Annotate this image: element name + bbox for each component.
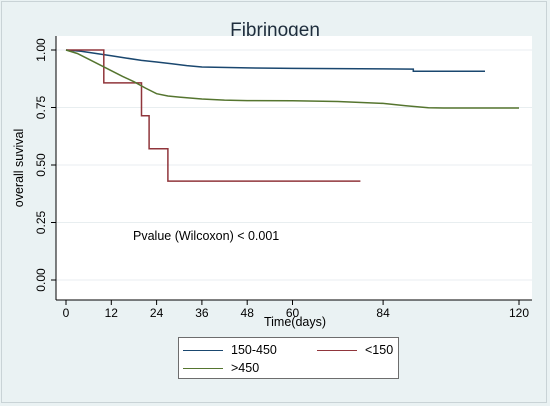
legend-swatch [317,349,357,351]
x-tick-label: 120 [509,306,529,320]
x-axis-label: Time(days) [264,315,326,329]
x-tick-label: 84 [376,306,390,320]
y-tick-label: 0.75 [34,95,48,119]
plot-area [56,36,532,300]
y-axis-label: overall suvival [12,129,26,208]
legend-swatch [183,367,223,369]
x-tick-label: 0 [63,306,70,320]
chart-title: Fibrinogen [230,20,320,41]
series-line-0 [65,49,485,72]
y-tick-label: 0.00 [34,268,48,292]
legend-swatch [183,349,223,351]
legend-item-lt150: <150 [317,342,393,358]
y-tick-label: 0.50 [34,153,48,177]
legend-label: 150-450 [231,343,277,357]
legend-item-gt450: >450 [183,360,259,376]
legend-label: >450 [231,361,260,375]
x-tick-label: 48 [241,306,255,320]
series-line-2 [65,49,519,109]
y-tick-label: 0.25 [34,210,48,234]
pvalue-annotation: Pvalue (Wilcoxon) < 0.001 [133,229,279,243]
x-tick-label: 60 [286,306,300,320]
legend: 150-450 <150 >450 [178,337,399,379]
x-tick-label: 36 [195,306,209,320]
legend-label: <150 [365,343,394,357]
legend-item-150-450: 150-450 [183,342,277,358]
x-tick-label: 12 [105,306,119,320]
x-tick-label: 24 [150,306,164,320]
y-tick-label: 1.00 [34,38,48,62]
